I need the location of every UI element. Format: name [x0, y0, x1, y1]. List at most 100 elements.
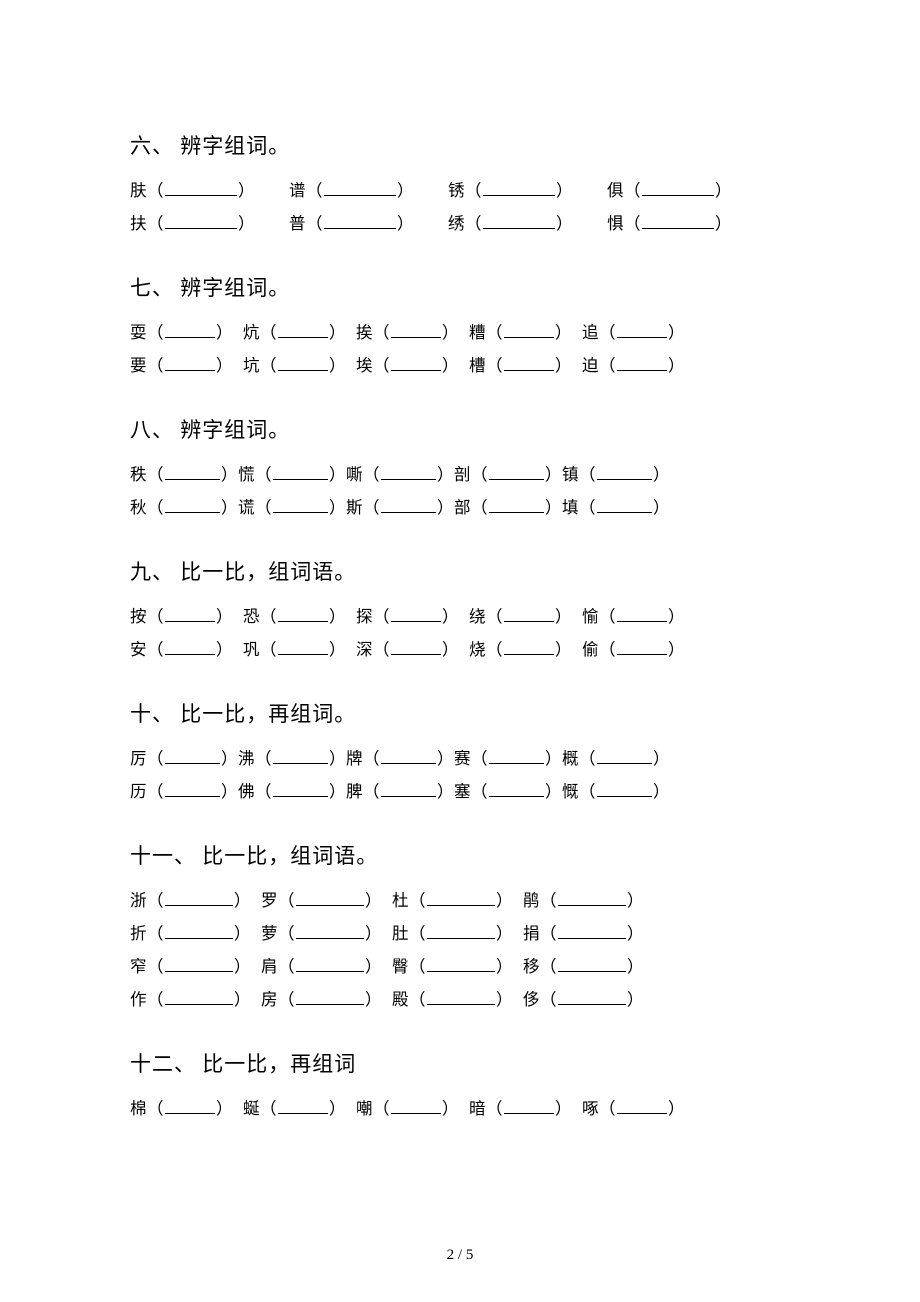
- character: 折: [130, 917, 147, 950]
- answer-blank: [558, 922, 626, 939]
- character: 坑: [243, 349, 260, 382]
- answer-blank: [597, 747, 652, 764]
- character: 谱: [289, 174, 306, 207]
- character: 牌: [346, 742, 363, 775]
- right-paren: ）: [437, 498, 454, 517]
- character: 扶: [130, 207, 147, 240]
- exercise-section: 十一、 比一比，组词语。浙（）罗（）杜（）鹃（）折（）萝（）肚（）捐（）窄（）肩…: [130, 840, 790, 1016]
- right-paren: ）: [234, 990, 251, 1009]
- answer-blank: [165, 496, 220, 513]
- character: 普: [289, 207, 306, 240]
- exercise-line: 棉（）蜒（）嘲（）暗（）啄（）: [130, 1092, 790, 1125]
- right-paren: ）: [668, 1099, 685, 1118]
- section-title: 六、 辨字组词。: [130, 130, 790, 160]
- section-title: 十、 比一比，再组词。: [130, 698, 790, 728]
- answer-blank: [489, 463, 544, 480]
- left-paren: （: [147, 891, 164, 910]
- answer-blank: [381, 747, 436, 764]
- answer-blank: [165, 955, 233, 972]
- character: 脾: [346, 775, 363, 808]
- left-paren: （: [409, 990, 426, 1009]
- exercise-section: 六、 辨字组词。肤（）谱（）锈（）俱（）扶（）普（）绣（）惧（）: [130, 130, 790, 240]
- answer-blank: [273, 463, 328, 480]
- character: 慌: [238, 458, 255, 491]
- left-paren: （: [409, 924, 426, 943]
- exercise-section: 九、 比一比，组词语。按（）恐（）探（）绕（）愉（）安（）巩（）深（）烧（）偷（…: [130, 556, 790, 666]
- right-paren: ）: [234, 891, 251, 910]
- answer-blank: [165, 889, 233, 906]
- answer-blank: [427, 922, 495, 939]
- character: 秋: [130, 491, 147, 524]
- character: 浙: [130, 884, 147, 917]
- left-paren: （: [486, 607, 503, 626]
- answer-blank: [391, 354, 441, 371]
- left-paren: （: [486, 1099, 503, 1118]
- right-paren: ）: [545, 498, 562, 517]
- right-paren: ）: [715, 214, 732, 233]
- answer-blank: [296, 922, 364, 939]
- right-paren: ）: [221, 498, 238, 517]
- left-paren: （: [147, 356, 164, 375]
- left-paren: （: [147, 214, 164, 233]
- right-paren: ）: [397, 214, 414, 233]
- right-paren: ）: [365, 957, 382, 976]
- section-title: 十二、 比一比，再组词: [130, 1048, 790, 1078]
- exercise-line: 窄（）肩（）臀（）移（）: [130, 950, 790, 983]
- left-paren: （: [409, 957, 426, 976]
- worksheet-page: 六、 辨字组词。肤（）谱（）锈（）俱（）扶（）普（）绣（）惧（）七、 辨字组词。…: [0, 0, 920, 1302]
- left-paren: （: [306, 181, 323, 200]
- left-paren: （: [260, 640, 277, 659]
- character: 探: [356, 600, 373, 633]
- character: 要: [130, 349, 147, 382]
- right-paren: ）: [365, 891, 382, 910]
- answer-blank: [642, 212, 714, 229]
- answer-blank: [165, 463, 220, 480]
- character: 谎: [238, 491, 255, 524]
- answer-blank: [296, 889, 364, 906]
- left-paren: （: [540, 924, 557, 943]
- right-paren: ）: [653, 498, 670, 517]
- right-paren: ）: [627, 891, 644, 910]
- right-paren: ）: [668, 607, 685, 626]
- character: 迫: [582, 349, 599, 382]
- left-paren: （: [465, 214, 482, 233]
- character: 斯: [346, 491, 363, 524]
- character: 肤: [130, 174, 147, 207]
- character: 恐: [243, 600, 260, 633]
- character: 挨: [356, 316, 373, 349]
- answer-blank: [165, 638, 215, 655]
- left-paren: （: [540, 990, 557, 1009]
- character: 秩: [130, 458, 147, 491]
- right-paren: ）: [329, 640, 346, 659]
- answer-blank: [165, 605, 215, 622]
- right-paren: ）: [627, 957, 644, 976]
- answer-blank: [324, 179, 396, 196]
- answer-blank: [504, 1097, 554, 1114]
- right-paren: ）: [216, 1099, 233, 1118]
- answer-blank: [504, 638, 554, 655]
- right-paren: ）: [496, 891, 513, 910]
- character: 概: [562, 742, 579, 775]
- left-paren: （: [147, 1099, 164, 1118]
- character: 绕: [469, 600, 486, 633]
- right-paren: ）: [442, 1099, 459, 1118]
- exercise-section: 七、 辨字组词。耍（）炕（）挨（）糟（）追（）要（）坑（）埃（）槽（）迫（）: [130, 272, 790, 382]
- character: 房: [261, 983, 278, 1016]
- left-paren: （: [255, 782, 272, 801]
- left-paren: （: [306, 214, 323, 233]
- answer-blank: [165, 354, 215, 371]
- left-paren: （: [147, 957, 164, 976]
- right-paren: ）: [496, 924, 513, 943]
- right-paren: ）: [437, 465, 454, 484]
- left-paren: （: [147, 465, 164, 484]
- sections-container: 六、 辨字组词。肤（）谱（）锈（）俱（）扶（）普（）绣（）惧（）七、 辨字组词。…: [130, 130, 790, 1125]
- right-paren: ）: [221, 465, 238, 484]
- answer-blank: [427, 889, 495, 906]
- left-paren: （: [260, 607, 277, 626]
- left-paren: （: [486, 356, 503, 375]
- character: 安: [130, 633, 147, 666]
- right-paren: ）: [627, 990, 644, 1009]
- left-paren: （: [624, 181, 641, 200]
- character: 啄: [582, 1092, 599, 1125]
- answer-blank: [278, 321, 328, 338]
